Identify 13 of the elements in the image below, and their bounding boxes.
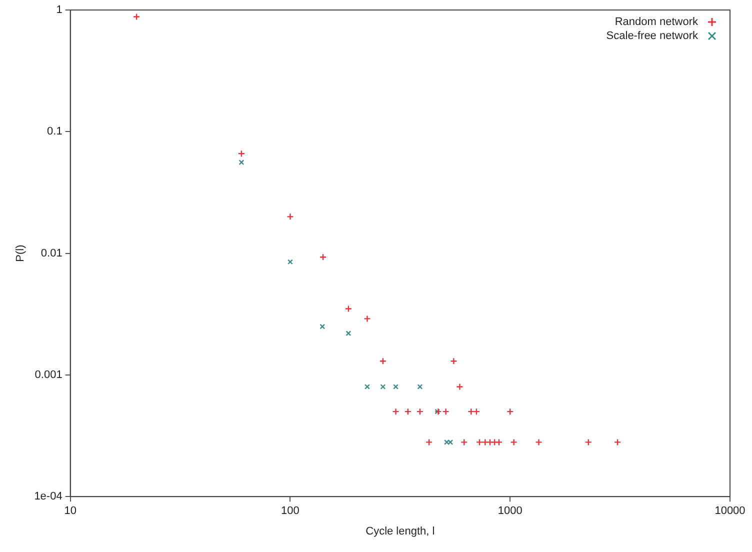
x-tick-label: 100 bbox=[281, 505, 300, 518]
legend-label: Random network bbox=[614, 16, 698, 28]
x-tick-label: 10000 bbox=[714, 505, 746, 518]
y-axis-title: P(l) bbox=[14, 244, 27, 262]
legend-label: Scale-free network bbox=[606, 30, 698, 42]
y-tick-label: 0.01 bbox=[40, 247, 62, 260]
x-tick-label: 1000 bbox=[498, 505, 522, 518]
y-tick-label: 0.001 bbox=[34, 368, 62, 381]
x-tick-label: 10 bbox=[64, 505, 76, 518]
x-axis-title: Cycle length, l bbox=[366, 525, 435, 538]
y-tick-label: 1 bbox=[56, 4, 62, 16]
y-tick-label: 0.1 bbox=[47, 126, 62, 138]
y-tick-label: 1e-04 bbox=[34, 490, 62, 503]
